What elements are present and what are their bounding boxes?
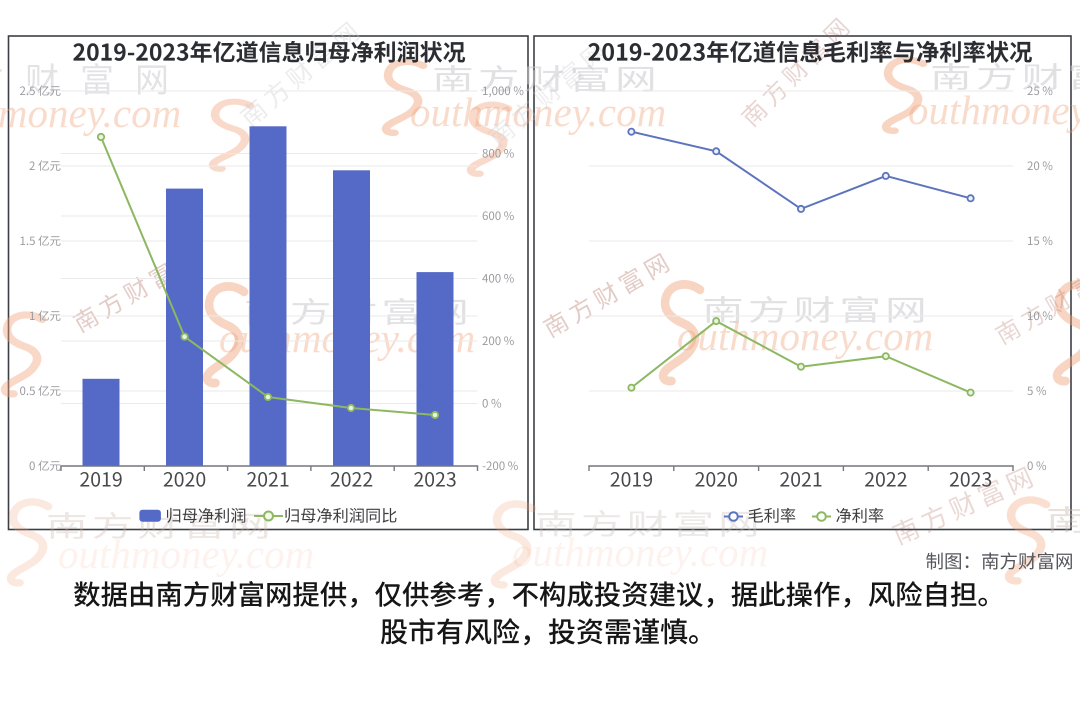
svg-text:outhmoney.com: outhmoney.com (410, 89, 666, 135)
svg-text:outhmoney.com: outhmoney.com (58, 531, 314, 577)
svg-text:outhmoney.com: outhmoney.com (908, 87, 1080, 133)
svg-text:outhmoney.com: outhmoney.com (512, 529, 768, 575)
svg-text:outhmoney.com: outhmoney.com (0, 90, 181, 136)
